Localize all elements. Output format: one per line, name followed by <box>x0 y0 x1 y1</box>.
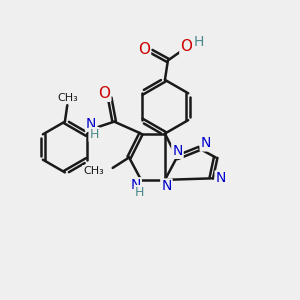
Text: N: N <box>130 178 141 192</box>
Text: CH₃: CH₃ <box>58 93 78 103</box>
Text: H: H <box>135 186 144 199</box>
Text: O: O <box>180 39 192 54</box>
Text: N: N <box>86 117 96 131</box>
Text: H: H <box>193 35 204 49</box>
Text: CH₃: CH₃ <box>83 166 104 176</box>
Text: N: N <box>216 171 226 185</box>
Text: N: N <box>172 144 183 158</box>
Text: N: N <box>161 179 172 194</box>
Text: H: H <box>89 128 99 141</box>
Text: O: O <box>98 86 110 101</box>
Text: N: N <box>201 136 211 150</box>
Text: O: O <box>138 43 150 58</box>
